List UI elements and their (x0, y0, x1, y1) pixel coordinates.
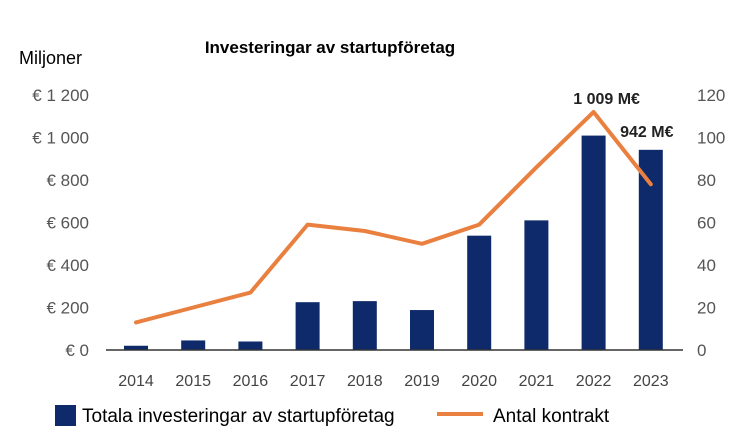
x-tick-2015: 2015 (175, 373, 211, 390)
data-annotations: 1 009 M€ 942 M€ (573, 91, 673, 141)
x-tick-2023: 2023 (633, 373, 669, 390)
y-tick-right: 60 (697, 214, 716, 233)
chart-title: Investeringar av startupföretag (205, 38, 455, 57)
bar-2023 (638, 149, 663, 350)
y-tick-left: € 200 (46, 299, 89, 318)
bar-2014 (124, 345, 148, 350)
y-tick-left: € 1 000 (32, 129, 89, 148)
bar-2015 (181, 340, 206, 350)
y-tick-right: 40 (697, 256, 716, 275)
y-tick-right: 0 (697, 341, 706, 360)
data-label-2022: 1 009 M€ (573, 91, 640, 108)
bar-2018 (352, 301, 377, 350)
bar-2019 (410, 310, 434, 350)
legend-bar-swatch (55, 405, 76, 426)
right-axis-ticks: 0 20 40 60 80 100 120 (697, 86, 725, 360)
legend: Totala investeringar av startupföretag A… (55, 405, 610, 427)
y-axis-unit-label: Miljoner (19, 48, 82, 68)
data-label-2023: 942 M€ (620, 124, 673, 141)
y-tick-left: € 400 (46, 256, 89, 275)
line-series-group (134, 110, 653, 325)
y-tick-left: € 1 200 (32, 86, 89, 105)
bar-2022 (581, 135, 606, 350)
y-tick-right: 20 (697, 299, 716, 318)
bar-2021 (524, 220, 549, 350)
x-tick-2014: 2014 (118, 373, 154, 390)
y-tick-left: € 600 (46, 214, 89, 233)
x-tick-2021: 2021 (519, 373, 555, 390)
x-tick-2019: 2019 (404, 373, 440, 390)
left-axis-ticks: € 0 € 200 € 400 € 600 € 800 € 1 000 € 1 200 (32, 86, 89, 360)
x-tick-2016: 2016 (233, 373, 269, 390)
x-axis-ticks: 2014 2015 2016 2017 2018 2019 2020 2021 2022 2023 (118, 373, 668, 390)
y-tick-right: 100 (697, 129, 725, 148)
bar-2016 (238, 341, 263, 350)
x-tick-2022: 2022 (576, 373, 612, 390)
legend-bar-label: Totala investeringar av startupföretag (82, 406, 395, 427)
bar-series (124, 135, 663, 350)
x-tick-2017: 2017 (290, 373, 326, 390)
legend-line-label: Antal kontrakt (493, 406, 610, 427)
y-tick-right: 120 (697, 86, 725, 105)
x-tick-2020: 2020 (461, 373, 497, 390)
bar-2017 (295, 302, 320, 350)
y-tick-right: 80 (697, 171, 716, 190)
y-tick-left: € 800 (46, 171, 89, 190)
bar-2020 (467, 235, 492, 350)
line-antal-kontrakt (134, 110, 653, 325)
x-tick-2018: 2018 (347, 373, 383, 390)
y-tick-left: € 0 (65, 341, 89, 360)
